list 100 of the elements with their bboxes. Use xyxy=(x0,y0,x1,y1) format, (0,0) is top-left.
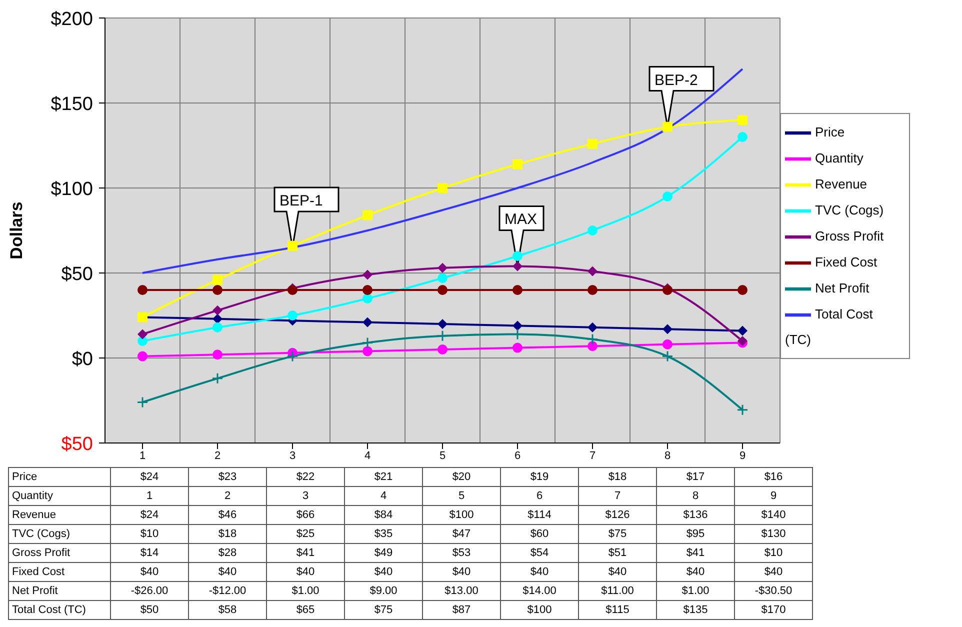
data-label: -$12.00 xyxy=(188,582,266,600)
data-label: $20 xyxy=(422,468,500,486)
legend-label: Fixed Cost xyxy=(815,254,878,269)
data-label: $136 xyxy=(656,506,734,524)
text: Total Cost (TC) xyxy=(12,604,86,616)
data-label: $46 xyxy=(188,506,266,524)
y-tick-label: $50 xyxy=(61,434,93,455)
y-tick-label: $150 xyxy=(50,94,93,115)
data-label: $66 xyxy=(266,506,344,524)
data-label: $170 xyxy=(734,600,812,620)
data-label: $135 xyxy=(656,600,734,620)
data-label: $40 xyxy=(188,562,266,582)
annotation: MAX xyxy=(504,211,538,228)
x-tick-label: 5 xyxy=(439,450,446,462)
y-tick-label: $100 xyxy=(50,179,93,200)
data-label: $114 xyxy=(500,506,578,524)
data-label: -$26.00 xyxy=(110,582,188,600)
data-label: $58 xyxy=(188,600,266,620)
data-label: $17 xyxy=(656,468,734,486)
data-label: $24 xyxy=(110,506,188,524)
y-tick-label: $200 xyxy=(50,9,93,30)
data-label: $14.00 xyxy=(500,582,578,600)
data-label: -$30.50 xyxy=(734,582,812,600)
y-axis-title: Dollars xyxy=(7,202,26,260)
annotation: BEP-1 xyxy=(280,192,323,210)
data-label: 7 xyxy=(578,486,656,506)
data-label: $40 xyxy=(344,562,422,582)
x-tick-label: 4 xyxy=(364,450,371,462)
text: Net Profit xyxy=(12,585,58,597)
data-label: 9 xyxy=(734,486,812,506)
data-label: $14 xyxy=(110,544,188,562)
data-label: $65 xyxy=(266,600,344,620)
data-label: $19 xyxy=(500,468,578,486)
data-label: $126 xyxy=(578,506,656,524)
legend-label: TVC (Cogs) xyxy=(815,202,884,217)
data-label: $28 xyxy=(188,544,266,562)
legend-label: Net Profit xyxy=(815,280,870,295)
data-label: $40 xyxy=(266,562,344,582)
data-label: $60 xyxy=(500,524,578,544)
y-tick-label: $50 xyxy=(61,264,93,285)
data-label: $10 xyxy=(734,544,812,562)
data-label: $11.00 xyxy=(578,582,656,600)
data-label: $100 xyxy=(422,506,500,524)
data-label: 2 xyxy=(188,486,266,506)
x-tick-label: 2 xyxy=(214,450,221,462)
text: Fixed Cost xyxy=(12,566,65,578)
text: Quantity xyxy=(12,490,53,502)
x-tick-label: 9 xyxy=(739,450,746,462)
data-label: $13.00 xyxy=(422,582,500,600)
data-label: $54 xyxy=(500,544,578,562)
text: Price xyxy=(12,471,38,483)
text: Revenue xyxy=(12,509,56,521)
data-label: $47 xyxy=(422,524,500,544)
data-label: 3 xyxy=(266,486,344,506)
data-label: $50 xyxy=(110,600,188,620)
data-label: 5 xyxy=(422,486,500,506)
data-label: $10 xyxy=(110,524,188,544)
data-label: $18 xyxy=(578,468,656,486)
data-label: 8 xyxy=(656,486,734,506)
data-label: $115 xyxy=(578,600,656,620)
text: TVC (Cogs) xyxy=(12,528,70,540)
data-label: $40 xyxy=(500,562,578,582)
annotation: BEP-2 xyxy=(654,72,698,89)
data-label: $140 xyxy=(734,506,812,524)
data-label: $53 xyxy=(422,544,500,562)
x-tick-label: 8 xyxy=(664,450,671,462)
data-label: $25 xyxy=(266,524,344,544)
data-label: $75 xyxy=(344,600,422,620)
data-label: $87 xyxy=(422,600,500,620)
text: Gross Profit xyxy=(12,547,70,559)
data-label: $100 xyxy=(500,600,578,620)
legend-label: Quantity xyxy=(815,150,864,165)
data-label: $9.00 xyxy=(344,582,422,600)
data-label: $1.00 xyxy=(656,582,734,600)
x-tick-label: 6 xyxy=(514,450,521,462)
data-label: $49 xyxy=(344,544,422,562)
data-label: 1 xyxy=(110,486,188,506)
data-label: 6 xyxy=(500,486,578,506)
data-label: $24 xyxy=(110,468,188,486)
y-tick-label: $0 xyxy=(72,349,93,370)
data-label: $22 xyxy=(266,468,344,486)
data-label: 4 xyxy=(344,486,422,506)
data-label: $41 xyxy=(656,544,734,562)
x-tick-label: 1 xyxy=(139,450,146,462)
legend-label: Gross Profit xyxy=(815,228,884,243)
data-label: $40 xyxy=(656,562,734,582)
data-label: $40 xyxy=(422,562,500,582)
x-tick-label: 7 xyxy=(589,450,596,462)
data-label: $40 xyxy=(734,562,812,582)
data-label: $95 xyxy=(656,524,734,544)
data-label: $23 xyxy=(188,468,266,486)
data-label: $16 xyxy=(734,468,812,486)
data-label: $1.00 xyxy=(266,582,344,600)
data-label: $75 xyxy=(578,524,656,544)
legend-label: Revenue xyxy=(815,176,868,191)
data-label: $130 xyxy=(734,524,812,544)
x-tick-label: 3 xyxy=(289,450,296,462)
legend-label: Price xyxy=(815,124,845,139)
data-label: $51 xyxy=(578,544,656,562)
data-label: $18 xyxy=(188,524,266,544)
